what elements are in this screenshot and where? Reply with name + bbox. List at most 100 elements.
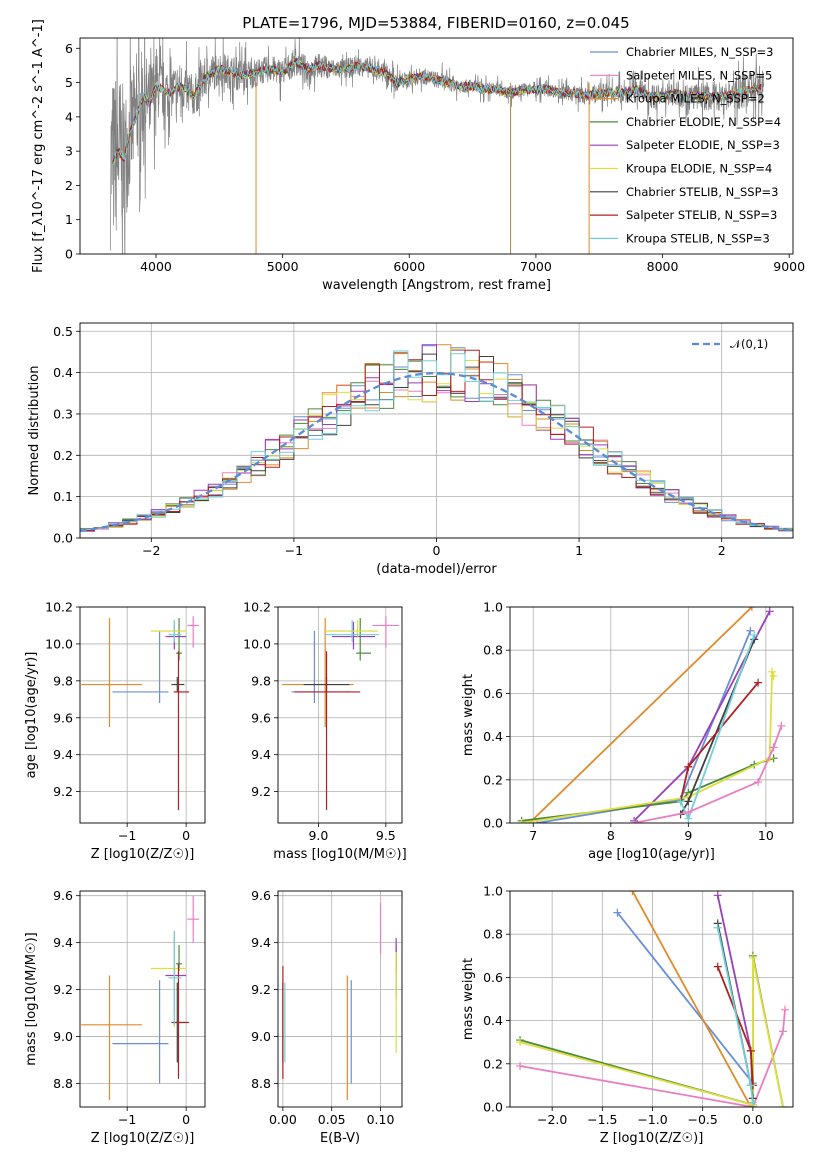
x-tick-label: 0 <box>182 828 190 843</box>
x-tick-label: 8 <box>607 828 615 843</box>
axes: −1 0 9.2 9.4 9.6 9.8 10.0 10.2 <box>45 600 205 843</box>
x-tick-label: 0.10 <box>367 1112 395 1127</box>
legend-entry: Salpeter STELIB, N_SSP=3 <box>626 208 777 222</box>
x-tick-label: 1 <box>575 543 583 558</box>
scatter-plot-area <box>81 616 200 811</box>
x-axis-label: Z [log10(Z/Z☉)] <box>91 1131 195 1146</box>
plots-root: 4000 5000 6000 7000 8000 90000123456wavelengt… <box>24 19 805 1146</box>
x-tick-label: −2.0 <box>537 1112 567 1127</box>
axes-frame <box>509 606 794 824</box>
legend-entry: Salpeter MILES, N_SSP=5 <box>626 68 772 82</box>
scatter-plot-area <box>282 902 397 1100</box>
y-tick-label: 0.4 <box>483 1013 503 1028</box>
y-tick-label: 1 <box>65 212 73 227</box>
age-vs-mass-panel: 9.0 9.5 9.2 9.4 9.6 9.8 10.0 10.2 mass [log10(M/… <box>243 600 407 863</box>
scatter-plot-area <box>282 616 400 811</box>
y-axis-label: Normed distribution <box>27 366 42 496</box>
weight-marker <box>746 1081 755 1090</box>
x-axis-label: mass [log10(M/M☉)] <box>273 847 406 862</box>
x-tick-label: 7000 <box>520 259 552 274</box>
axes-frame <box>79 890 206 1108</box>
y-tick-label: 0.2 <box>53 448 73 463</box>
y-tick-label: 4 <box>65 109 73 124</box>
weight-marker <box>630 819 639 823</box>
weight-marker <box>748 1098 757 1107</box>
x-tick-label: 8000 <box>647 259 679 274</box>
x-tick-label: 9.5 <box>376 828 396 843</box>
x-tick-label: 9000 <box>773 259 805 274</box>
page-title: PLATE=1796, MJD=53884, FIBERID=0160, z=0… <box>242 14 629 32</box>
axes: 4000 5000 6000 7000 8000 9000 0 1 2 3 4 5 6 <box>65 41 805 274</box>
y-tick-label: 10.0 <box>45 636 73 651</box>
x-tick-label: −1 <box>118 828 136 843</box>
y-tick-label: 5 <box>65 75 73 90</box>
weight-line <box>631 891 752 1107</box>
y-tick-label: 9.2 <box>251 982 271 997</box>
y-tick-label: 0.5 <box>53 324 73 339</box>
weight-marker <box>516 1061 525 1070</box>
x-tick-label: −2 <box>142 543 160 558</box>
weight-marker <box>747 607 756 611</box>
weight-line <box>519 1009 786 1107</box>
y-tick-label: 0.0 <box>483 816 503 831</box>
y-tick-label: 9.8 <box>251 673 271 688</box>
x-axis-label: age [log10(age/yr)] <box>588 847 715 862</box>
weight-marker <box>778 1103 787 1107</box>
axes-frame <box>79 606 206 824</box>
weight-marker <box>754 777 763 786</box>
y-axis-label: mass weight <box>461 958 476 1040</box>
y-tick-label: 10.2 <box>45 600 73 615</box>
x-tick-label: 0.00 <box>269 1112 297 1127</box>
legend-entry: Kroupa ELODIE, N_SSP=4 <box>626 162 772 176</box>
x-axis-label: Z [log10(Z/Z☉)] <box>600 1131 704 1146</box>
y-tick-label: 9.2 <box>251 784 271 799</box>
y-tick-label: 0.2 <box>483 772 503 787</box>
weight-vs-age-panel: 7 8 9 10 0.0 0.2 0.4 0.6 0.8 1.0 age [log10(age/yr… <box>461 600 794 862</box>
x-tick-label: 10 <box>758 828 774 843</box>
weight-line <box>521 757 774 822</box>
x-tick-label: 2 <box>718 543 726 558</box>
weight-line <box>616 912 754 1107</box>
x-tick-label: 0.0 <box>743 1112 763 1127</box>
x-tick-label: 0 <box>433 543 441 558</box>
model-spectrum-line <box>112 59 762 166</box>
weight-line <box>519 957 784 1107</box>
x-tick-label: −0.5 <box>688 1112 718 1127</box>
y-axis-label: age [log10(age/yr)] <box>24 652 39 779</box>
y-tick-label: 10.2 <box>243 600 271 615</box>
weight-marker <box>769 743 778 752</box>
x-tick-label: 5000 <box>267 259 299 274</box>
y-axis-label: mass weight <box>461 674 476 756</box>
y-tick-label: 9.0 <box>53 1029 73 1044</box>
mass-vs-EBV-panel: 0.00 0.05 0.10 8.8 9.0 9.2 9.4 9.6 E(B-V) <box>251 888 403 1146</box>
y-tick-label: 0.6 <box>483 686 503 701</box>
axes-frame <box>79 37 794 255</box>
y-tick-label: 9.6 <box>53 710 73 725</box>
weight-marker <box>676 797 685 806</box>
weight-marker <box>780 1005 789 1014</box>
x-axis-label: Z [log10(Z/Z☉)] <box>91 847 195 862</box>
y-axis-label: Flux [f_λ10^-17 erg cm^-2 s^-1 A^-1] <box>31 19 46 273</box>
y-axis-label: mass [log10(M/M☉)] <box>24 932 39 1065</box>
y-tick-label: 1.0 <box>483 884 503 899</box>
x-axis-label: (data-model)/error <box>376 562 497 577</box>
legend-entry: 𝒩(0,1) <box>730 337 768 351</box>
weight-marker <box>754 678 763 687</box>
axes: 0.00 0.05 0.10 8.8 9.0 9.2 9.4 9.6 <box>251 888 402 1127</box>
age-vs-Z-panel: −1 0 9.2 9.4 9.6 9.8 10.0 10.2 Z [log10(Z/Z☉)] ag… <box>24 600 206 862</box>
weight-marker <box>769 672 778 681</box>
y-tick-label: 0.1 <box>53 489 73 504</box>
legend-entry: Chabrier STELIB, N_SSP=3 <box>626 185 778 199</box>
y-tick-label: 0.6 <box>483 970 503 985</box>
y-tick-label: 9.6 <box>251 710 271 725</box>
x-tick-label: 0.05 <box>318 1112 346 1127</box>
y-tick-label: 0 <box>65 247 73 262</box>
legend-entry: Kroupa STELIB, N_SSP=3 <box>626 231 770 245</box>
weight-line <box>679 682 759 802</box>
x-tick-label: −1 <box>118 1112 136 1127</box>
y-tick-label: 0.2 <box>483 1056 503 1071</box>
gaussian-curve <box>80 371 793 532</box>
residual-histogram <box>80 350 793 531</box>
x-tick-label: 4000 <box>140 259 172 274</box>
